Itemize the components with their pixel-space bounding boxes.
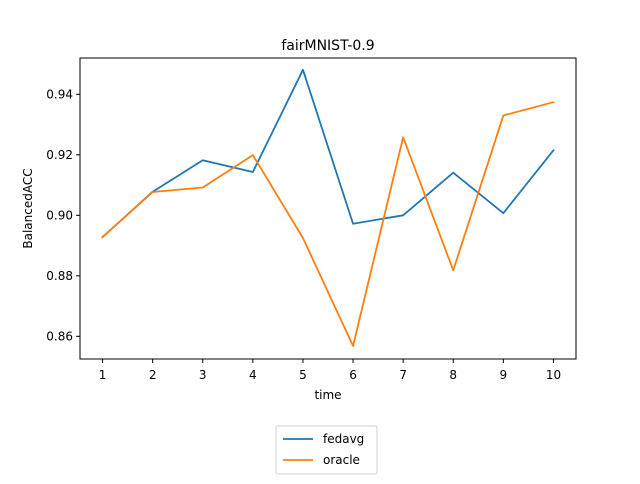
x-axis-ticks: 1 2 3 4 5 6 7 8 9 10	[99, 359, 561, 382]
chart-title: fairMNIST-0.9	[281, 38, 374, 54]
y-tick-label: 0.86	[46, 329, 73, 343]
y-tick-label: 0.94	[46, 87, 73, 101]
x-tick-label: 8	[449, 368, 457, 382]
x-tick-label: 9	[500, 368, 508, 382]
series-line-oracle	[101, 101, 555, 347]
plot-frame	[79, 57, 577, 360]
x-tick-label: 7	[399, 368, 407, 382]
y-tick-label: 0.88	[46, 269, 73, 283]
x-tick-label: 2	[149, 368, 157, 382]
legend-label-fedavg: fedavg	[323, 432, 364, 446]
y-tick-label: 0.92	[46, 148, 73, 162]
legend: fedavg oracle	[275, 425, 378, 475]
x-tick-label: 4	[249, 368, 257, 382]
x-tick-label: 1	[99, 368, 107, 382]
y-tick-label: 0.90	[46, 208, 73, 222]
series-lines	[101, 68, 555, 347]
legend-items: fedavg oracle	[283, 432, 364, 467]
x-axis-label: time	[314, 388, 341, 402]
x-tick-label: 10	[546, 368, 561, 382]
x-tick-label: 3	[199, 368, 207, 382]
legend-label-oracle: oracle	[323, 453, 360, 467]
x-tick-label: 6	[349, 368, 357, 382]
x-tick-label: 5	[299, 368, 307, 382]
y-axis-ticks: 0.86 0.88 0.90 0.92 0.94	[46, 87, 80, 343]
legend-box	[275, 425, 378, 475]
y-axis-label: BalancedACC	[21, 168, 35, 248]
